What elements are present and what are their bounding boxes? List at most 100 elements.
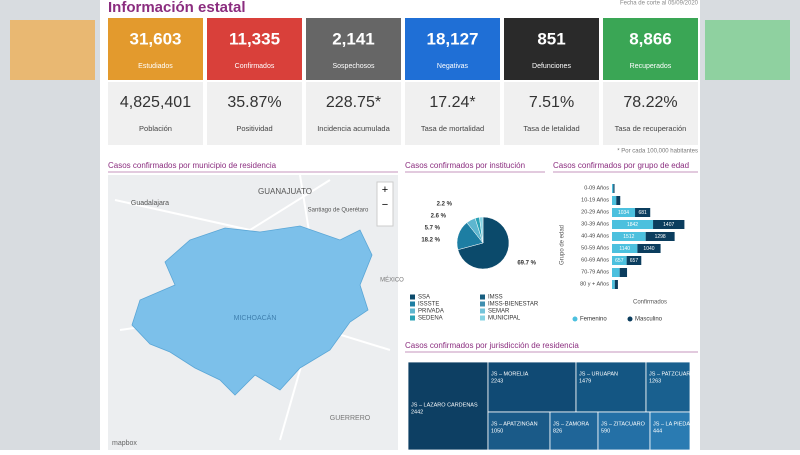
stat-card [306,82,401,145]
age-bar [612,232,646,241]
legend-label: IMSS-BIENESTAR [488,302,539,308]
age-category: 80 y + Años [580,281,609,287]
age-bar [612,220,654,229]
legend-label: IMSS [488,295,503,301]
treemap-cell [649,411,691,451]
x-axis-label: Confirmados [633,300,667,306]
map-label: Guadalajara [131,200,169,207]
card-value: 31,603 [130,29,182,48]
age-category: 0-09 Años [584,185,609,191]
zoom-in[interactable]: + [382,184,388,196]
legend-label: SEMAR [488,309,510,315]
state-shape [131,225,373,396]
stat-card [108,82,203,145]
pie-label: 5.7 % [425,226,441,232]
legend-label: MUNICIPAL [488,316,521,322]
age-category: 70-79 Años [581,269,609,275]
age-category: 40-49 Años [581,233,609,239]
y-axis-label: Grupo de edad [560,225,566,265]
age-bar [614,280,618,289]
treemap-label: JS – LA PIEDAD [653,421,694,427]
age-bar [612,184,614,193]
pie-slice [479,216,484,244]
stat-value: 4,825,401 [120,94,191,111]
treemap-value: 2442 [411,409,423,415]
legend-dot [572,316,578,322]
card-label: Confirmados [235,63,275,70]
treemap-label: JS – MORELIA [491,371,529,377]
bar-value: 1842 [627,222,638,228]
zoom-out[interactable]: − [382,199,388,211]
stat-value: 228.75* [326,94,381,111]
treemap-cell [549,411,599,451]
treemap-cell [407,361,489,451]
stat-value: 35.87% [227,94,281,111]
pie-title: Casos confirmados por institución [405,161,525,170]
card-value: 11,335 [229,29,280,48]
treemap-cell [645,361,691,413]
age-bar [612,208,636,217]
card [207,18,302,80]
stat-label: Incidencia acumulada [317,124,390,133]
treemap-label: JS – URUAPAN [579,371,618,377]
stat-card [405,82,500,145]
pie-label: 2.2 % [437,202,453,208]
map-label: MÉXICO [380,277,404,284]
legend-swatch [480,308,485,314]
cutoff-date: Fecha de corte al 05/09/2020 [620,1,699,7]
age-category: 60-69 Años [581,257,609,263]
age-bar [637,244,661,253]
legend-label: SEDENA [418,316,443,322]
legend-label: Masculino [635,317,663,323]
map-label: GUANAJUATO [258,187,312,196]
card [504,18,599,80]
stat-value: 78.22% [623,94,677,111]
legend-swatch [410,294,415,300]
legend-swatch [480,294,485,300]
card-value: 851 [537,29,565,48]
age-bar [613,184,615,193]
bar-value: 1512 [623,234,634,240]
zoom-control [376,181,394,227]
age-bar [612,280,615,289]
treemap-label: JS – ZITACUARO [601,421,646,427]
card-label: Sospechosos [332,63,375,70]
treemap-cell [487,361,577,413]
age-bar [645,232,675,241]
age-bar [626,256,642,265]
page-title: Información estatal [108,0,246,16]
card-value: 18,127 [427,29,479,48]
bar-value: 1140 [619,246,630,252]
card-label: Estudiados [138,63,173,70]
map-title: Casos confirmados por municipio de resid… [108,161,277,170]
stat-card [504,82,599,145]
treemap-value: 590 [601,428,610,434]
stat-label: Tasa de mortalidad [421,124,484,133]
bar-value: 657 [630,258,639,264]
legend-label: PRIVADA [418,309,444,315]
map-label: MICHOACÁN [234,313,277,322]
bar-value: 1034 [618,210,629,216]
age-bar [653,220,685,229]
stat-card [207,82,302,145]
age-title: Casos confirmados por grupo de edad [553,161,689,170]
age-category: 50-59 Años [581,245,609,251]
bar-value: 1298 [655,234,666,240]
pie-slice [457,216,510,270]
legend-label: SSA [418,295,430,301]
treemap-title: Casos confirmados por jurisdicción de re… [405,341,579,350]
age-category: 10-19 Años [581,197,609,203]
card-label: Recuperados [630,63,672,70]
stat-value: 7.51% [529,94,574,111]
legend-label: ISSSTE [418,302,439,308]
age-bar [612,196,617,205]
note: * Por cada 100,000 habitantes [617,149,698,155]
card-value: 2,141 [332,29,375,48]
legend-label: Femenino [580,317,607,323]
stat-card [603,82,698,145]
treemap-label: JS – APATZINGAN [491,421,538,427]
legend-swatch [410,308,415,314]
legend-swatch [410,301,415,307]
map-label: Santiago de Querétaro [308,208,369,214]
treemap-value: 2243 [491,378,503,384]
